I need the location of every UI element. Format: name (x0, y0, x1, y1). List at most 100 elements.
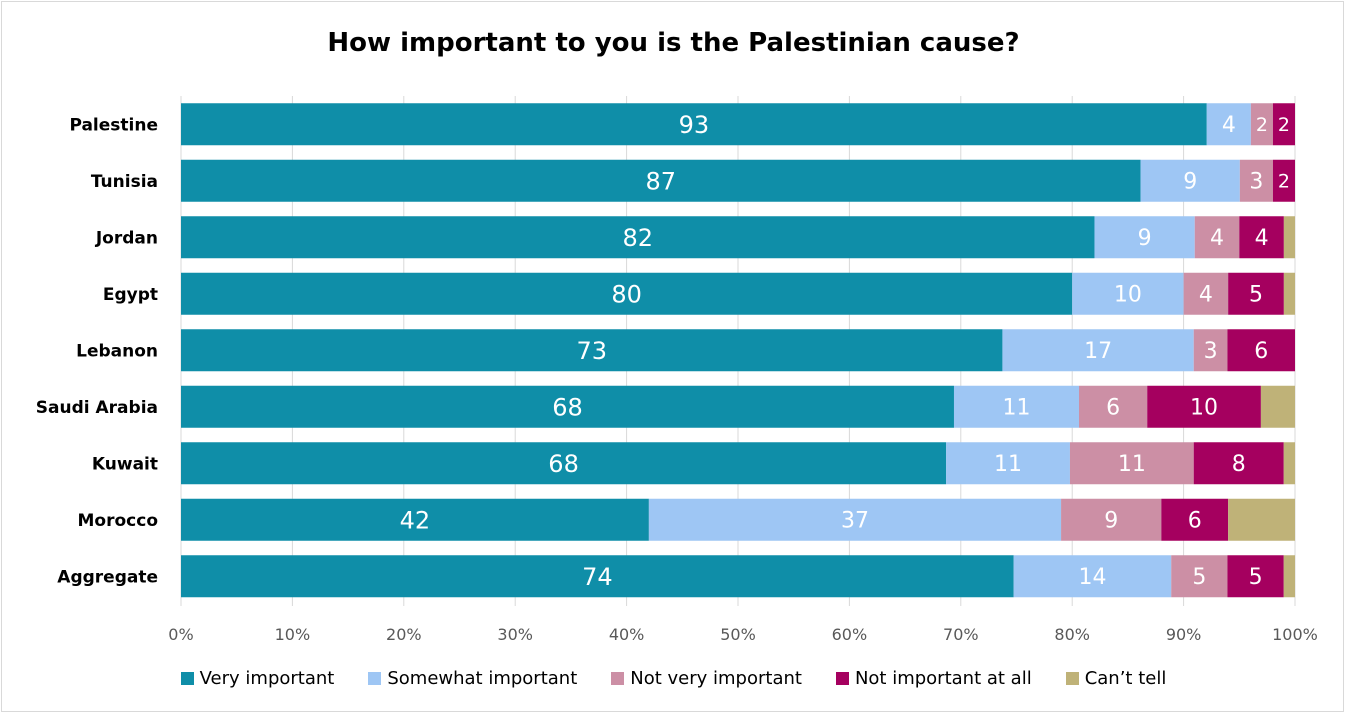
bar-segment (1183, 272, 1229, 315)
legend-item: Somewhat important (368, 668, 577, 689)
bar-segment (1002, 329, 1194, 372)
bar-segment (1013, 555, 1172, 598)
legend-label: Very important (199, 668, 335, 689)
legend-item: Very important (180, 668, 335, 689)
data-label: 4 (1222, 113, 1236, 138)
legend-swatch (180, 672, 194, 685)
bar-segment (946, 442, 1070, 485)
data-label: 68 (552, 393, 583, 421)
bar-segment (181, 385, 954, 428)
bar-segment (1140, 159, 1240, 202)
data-label: 10 (1190, 396, 1218, 421)
data-label: 3 (1249, 170, 1263, 195)
bar-segment (1194, 216, 1240, 259)
category-label: Kuwait (92, 454, 158, 474)
bar-segment (1283, 272, 1295, 315)
bar-segment (181, 498, 649, 541)
bar-segment (1171, 555, 1228, 598)
data-label: 37 (841, 509, 869, 534)
bar-segment (1272, 159, 1295, 202)
bar-segment (1239, 159, 1273, 202)
legend-label: Not very important (630, 668, 802, 689)
legend-swatch (368, 672, 382, 685)
x-tick-label: 50% (720, 625, 756, 644)
data-label: 14 (1078, 565, 1106, 590)
data-label: 9 (1104, 509, 1118, 534)
data-label: 87 (646, 167, 677, 195)
category-label: Jordan (95, 228, 158, 248)
legend-label: Can’t tell (1084, 668, 1167, 689)
data-label: 6 (1106, 396, 1120, 421)
data-label: 2 (1278, 171, 1290, 193)
legend-item: Not important at all (835, 668, 1032, 689)
category-label: Egypt (103, 285, 158, 305)
bar-segment (1228, 272, 1284, 315)
data-label: 74 (582, 563, 613, 591)
category-label: Tunisia (91, 172, 158, 192)
category-label: Morocco (78, 511, 159, 531)
data-label: 80 (611, 280, 642, 308)
data-label: 11 (1003, 396, 1031, 421)
bar-segment (953, 385, 1080, 428)
bar-segment (1147, 385, 1261, 428)
bar-segment (1227, 555, 1284, 598)
data-label: 9 (1138, 226, 1152, 251)
data-label: 4 (1210, 226, 1224, 251)
bar-segment (1079, 385, 1148, 428)
data-label: 3 (1204, 339, 1218, 364)
data-label: 11 (1118, 452, 1146, 477)
bar-segment (181, 159, 1141, 202)
bar-segment (181, 103, 1207, 146)
data-label: 8 (1232, 452, 1246, 477)
bar-segment (1061, 498, 1162, 541)
x-tick-label: 40% (609, 625, 645, 644)
data-label: 42 (400, 506, 431, 534)
bar-segment (1094, 216, 1195, 259)
category-label: Saudi Arabia (36, 398, 158, 418)
bar-segment (1283, 555, 1295, 598)
bar-segment (1239, 216, 1284, 259)
data-label: 68 (548, 450, 579, 478)
bar-segment (1193, 329, 1228, 372)
data-label: 4 (1255, 226, 1269, 251)
x-tick-label: 80% (1054, 625, 1090, 644)
bar-segment (1161, 498, 1229, 541)
data-label: 93 (679, 111, 710, 139)
data-label: 9 (1183, 170, 1197, 195)
bar-segment (1228, 498, 1295, 541)
chart-title: How important to you is the Palestinian … (327, 28, 1020, 58)
bar-segment (1193, 442, 1284, 485)
data-label: 5 (1192, 565, 1206, 590)
legend-swatch (835, 672, 849, 685)
legend-swatch (611, 672, 625, 685)
x-tick-label: 0% (168, 625, 193, 644)
x-tick-label: 30% (497, 625, 533, 644)
bar-segment (1283, 442, 1295, 485)
bar-segment (1072, 272, 1184, 315)
bar-segment (648, 498, 1062, 541)
legend-swatch (1065, 672, 1079, 685)
legend-label: Somewhat important (387, 668, 578, 689)
data-label: 4 (1199, 283, 1213, 308)
chart-legend: Very important Somewhat important Not very… (0, 668, 1347, 689)
data-label: 6 (1188, 509, 1202, 534)
x-tick-label: 20% (386, 625, 422, 644)
data-label: 5 (1249, 565, 1263, 590)
legend-item: Not very important (611, 668, 802, 689)
legend-label: Not important at all (854, 668, 1032, 689)
data-label: 6 (1254, 339, 1268, 364)
bar-segment (181, 216, 1095, 259)
bar-segment (1272, 103, 1295, 146)
bar-segment (181, 555, 1014, 598)
data-label: 82 (622, 224, 653, 252)
bar-segment (1206, 103, 1251, 146)
legend-item: Can’t tell (1065, 668, 1167, 689)
bar-segment (1260, 385, 1295, 428)
data-label: 10 (1114, 283, 1142, 308)
bar-segment (181, 442, 947, 485)
data-label: 17 (1084, 339, 1112, 364)
x-tick-label: 60% (832, 625, 868, 644)
category-label: Aggregate (57, 567, 158, 587)
